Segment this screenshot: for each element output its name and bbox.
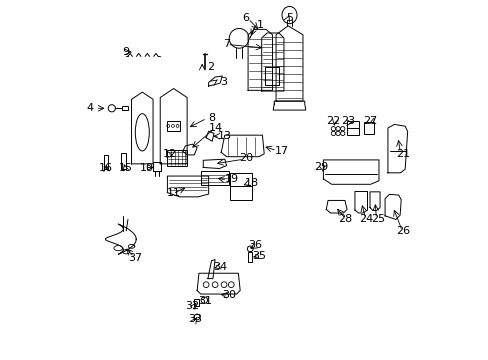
Text: 23: 23 xyxy=(340,116,354,126)
Text: 4: 4 xyxy=(86,103,93,113)
Text: 16: 16 xyxy=(98,163,112,173)
Text: 10: 10 xyxy=(140,163,154,173)
Text: 31: 31 xyxy=(198,296,212,306)
Text: 9: 9 xyxy=(122,46,129,57)
Text: 3: 3 xyxy=(220,77,227,87)
Text: 26: 26 xyxy=(395,226,409,236)
Bar xyxy=(346,121,359,135)
Bar xyxy=(201,171,228,185)
Text: 2: 2 xyxy=(206,62,214,72)
Bar xyxy=(104,155,107,169)
Bar xyxy=(121,153,126,169)
Text: 35: 35 xyxy=(252,251,266,261)
Text: 28: 28 xyxy=(338,214,352,224)
Text: 7: 7 xyxy=(223,40,230,49)
Text: 14: 14 xyxy=(208,123,223,133)
Text: 6: 6 xyxy=(242,13,248,23)
Bar xyxy=(230,173,251,200)
Text: 34: 34 xyxy=(213,262,227,272)
Text: 17: 17 xyxy=(274,145,288,156)
Text: 8: 8 xyxy=(208,113,215,123)
Text: 29: 29 xyxy=(314,162,328,172)
Text: 30: 30 xyxy=(222,291,236,301)
Bar xyxy=(122,106,127,111)
Bar xyxy=(264,67,278,85)
Text: 19: 19 xyxy=(224,174,239,184)
Text: 12: 12 xyxy=(163,149,177,159)
Text: 13: 13 xyxy=(217,131,231,141)
Bar xyxy=(194,299,198,306)
Text: 11: 11 xyxy=(166,188,180,198)
Bar xyxy=(167,149,187,166)
Bar xyxy=(363,122,373,134)
Text: 27: 27 xyxy=(363,116,377,126)
Text: 5: 5 xyxy=(285,13,292,23)
Text: 25: 25 xyxy=(370,214,384,224)
Text: 33: 33 xyxy=(187,314,202,324)
Bar xyxy=(247,252,252,262)
Bar xyxy=(166,121,180,131)
Text: 21: 21 xyxy=(395,149,409,159)
Text: 22: 22 xyxy=(325,116,340,126)
Text: 1: 1 xyxy=(257,20,264,30)
Text: 32: 32 xyxy=(185,301,199,311)
Text: 24: 24 xyxy=(359,214,373,224)
Text: 37: 37 xyxy=(128,253,142,263)
Text: 18: 18 xyxy=(245,178,259,188)
Text: 20: 20 xyxy=(238,153,252,163)
Text: 36: 36 xyxy=(248,240,262,250)
Text: 15: 15 xyxy=(119,163,133,173)
